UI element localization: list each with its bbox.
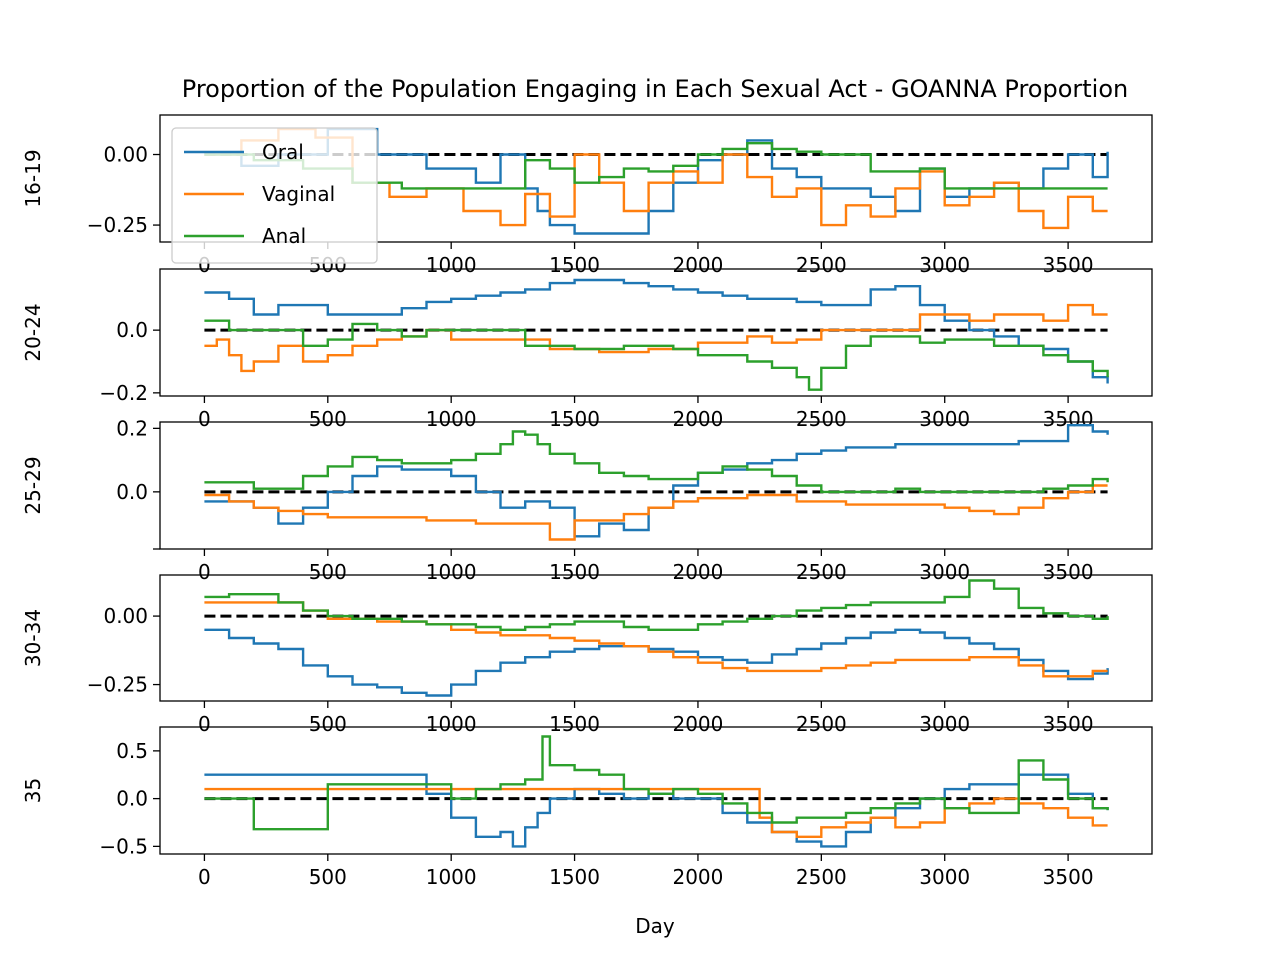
series-line-vaginal: [204, 303, 1108, 373]
y-tick-label: −0.5: [99, 834, 148, 858]
y-axis-label: 16-19: [21, 149, 45, 207]
x-tick-label: 3500: [1043, 712, 1094, 736]
y-tick-label: 0.0: [116, 480, 148, 504]
y-tick-label: −0.2: [99, 381, 148, 405]
x-tick-label: 2500: [796, 253, 847, 277]
x-tick-label: 3000: [919, 253, 970, 277]
legend-label-vaginal: Vaginal: [262, 182, 335, 206]
y-tick-label: 0.00: [103, 604, 148, 628]
chart-title: Proportion of the Population Engaging in…: [182, 75, 1128, 103]
x-tick-label: 1000: [426, 253, 477, 277]
y-tick-label: 0.0: [116, 318, 148, 342]
plot-area: [204, 278, 1109, 391]
x-tick-label: 3000: [919, 712, 970, 736]
x-tick-label: 3500: [1043, 865, 1094, 889]
legend-box: [171, 127, 378, 264]
axes-frame: [159, 268, 1153, 397]
x-tick-label: 2500: [796, 712, 847, 736]
x-tick-label: 1500: [549, 407, 600, 431]
series-line-anal: [204, 319, 1109, 391]
series-line-oral: [204, 424, 1109, 538]
axes-frame: [159, 726, 1153, 855]
y-axis-label: 20-24: [21, 303, 45, 361]
y-axis-label: 30-34: [21, 609, 45, 667]
x-tick-label: 3500: [1043, 560, 1094, 584]
y-tick-label: −0.25: [87, 213, 148, 237]
x-tick-label: 1500: [549, 712, 600, 736]
axes-frame: [159, 114, 1153, 243]
legend-label-oral: Oral: [262, 140, 304, 164]
y-axis-label: 25-29: [21, 456, 45, 514]
panel-30-34: 0.00 −0.25 0 500 1000 1500 2000 2500 3000 3500 30-…: [21, 574, 1153, 736]
x-tick-label: 500: [309, 560, 347, 584]
series-line-anal: [204, 735, 1109, 831]
x-tick-label: 0: [198, 407, 211, 431]
x-tick-label: 2000: [672, 865, 723, 889]
x-tick-label: 500: [309, 712, 347, 736]
series-line-oral: [204, 628, 1109, 697]
x-tick-label: 0: [198, 865, 211, 889]
y-tick-label: 0.2: [116, 416, 148, 440]
y-tick-label: 0.00: [103, 143, 148, 167]
axes-frame: [159, 574, 1153, 702]
x-tick-label: 2000: [672, 407, 723, 431]
series-line-anal: [204, 579, 1109, 631]
legend: Oral Vaginal Anal: [171, 127, 378, 264]
axes-frame: [159, 421, 1153, 550]
series-line-oral: [204, 278, 1109, 384]
series-line-vaginal: [204, 127, 1108, 230]
x-tick-label: 500: [309, 865, 347, 889]
x-axis-label: Day: [635, 914, 675, 938]
x-tick-label: 2500: [796, 865, 847, 889]
x-tick-label: 1500: [549, 253, 600, 277]
x-tick-label: 1000: [426, 712, 477, 736]
panel-35: 0.5 0.0 −0.5 0 500 1000 1500 2000 2500 3000 3500 35: [21, 726, 1153, 889]
x-tick-label: 3000: [919, 865, 970, 889]
legend-label-anal: Anal: [262, 224, 306, 248]
x-tick-label: 1000: [426, 560, 477, 584]
x-tick-label: 1500: [549, 865, 600, 889]
y-tick-label: 0.5: [116, 739, 148, 763]
plot-area: [204, 735, 1109, 848]
x-tick-label: 2000: [672, 253, 723, 277]
x-tick-label: 3000: [919, 407, 970, 431]
plot-area: [204, 579, 1109, 697]
x-tick-label: 2500: [796, 407, 847, 431]
x-tick-label: 0: [198, 712, 211, 736]
x-tick-label: 2000: [672, 712, 723, 736]
y-axis-label: 35: [21, 778, 45, 803]
x-tick-label: 500: [309, 407, 347, 431]
series-line-vaginal: [204, 484, 1108, 541]
x-tick-label: 1000: [426, 407, 477, 431]
x-tick-label: 0: [198, 560, 211, 584]
panels: 0.00−0.250 500 1000 1500 2000 2500 3000 350016-…: [21, 114, 1153, 889]
panel-16-19: 0.00−0.250 500 1000 1500 2000 2500 3000 350016-…: [21, 114, 1153, 277]
x-tick-label: 3000: [919, 560, 970, 584]
x-tick-label: 3500: [1043, 253, 1094, 277]
panel-25-29: 0.2 0.0 0 500 1000 1500 2000 2500 3000 3500 25-29: [21, 416, 1153, 584]
x-tick-label: 1000: [426, 865, 477, 889]
x-tick-label: 2000: [672, 560, 723, 584]
series-line-anal: [204, 142, 1108, 190]
plot-area: [204, 424, 1109, 541]
y-tick-label: 0.0: [116, 787, 148, 811]
x-tick-label: 2500: [796, 560, 847, 584]
y-tick-label: −0.25: [87, 673, 148, 697]
series-line-anal: [204, 430, 1109, 494]
x-tick-label: 1500: [549, 560, 600, 584]
series-line-oral: [204, 773, 1109, 848]
